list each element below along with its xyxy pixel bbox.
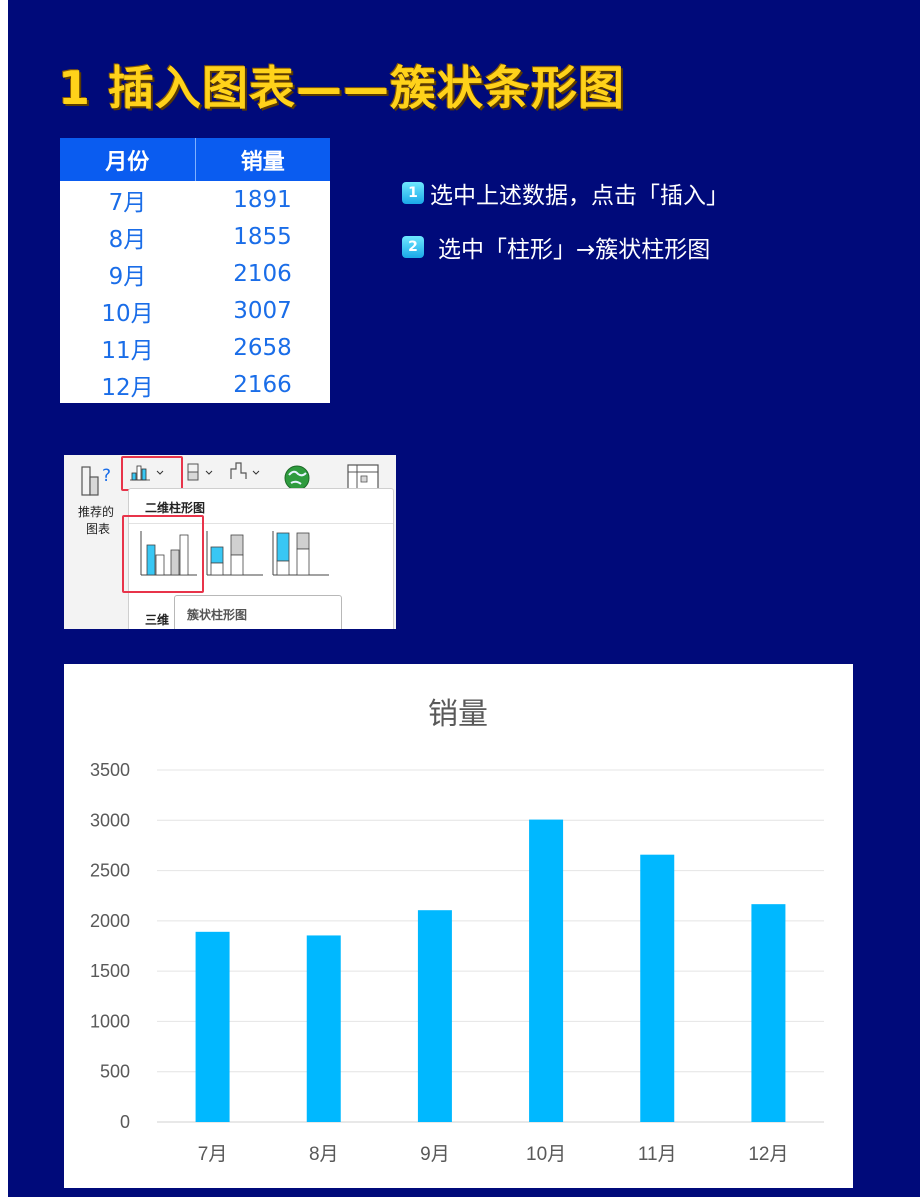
y-tick-label: 2500: [90, 861, 130, 881]
table-row: 10月 3007: [60, 292, 330, 329]
bar-8月: [306, 935, 341, 1122]
cell-month: 8月: [108, 226, 147, 253]
chart-title: 销量: [428, 698, 488, 731]
bar-11月: [640, 854, 675, 1122]
tooltip-text: 簇状柱形图: [187, 608, 248, 622]
column-chart-dropdown-button[interactable]: [128, 461, 172, 483]
cell-sales: 3007: [233, 297, 292, 324]
table-row: 9月 2106: [60, 255, 330, 292]
cell-sales: 2658: [233, 334, 292, 361]
x-tick-label: 8月: [309, 1144, 339, 1165]
step-text: 选中「柱形」→簇状柱形图: [438, 237, 711, 263]
y-tick-label: 0: [120, 1112, 130, 1132]
cell-month: 11月: [101, 337, 154, 364]
table-row: 12月 2166: [60, 366, 330, 403]
y-tick-label: 1000: [90, 1011, 130, 1031]
bar-9月: [417, 910, 452, 1122]
data-table: 月份 销量 7月 1891 8月 1855 9月 2106 10月 3007 1…: [60, 138, 330, 403]
cell-sales: 2166: [233, 371, 292, 398]
sales-chart-card: 销量 0 500 1000 1500 2000 2500 3000 3500 7月 8月 9月 10月 1…: [64, 664, 853, 1188]
clustered-column-tooltip: 簇状柱形图: [174, 595, 342, 629]
recommended-label: 推荐的: [78, 505, 115, 519]
stacked-column-option[interactable]: [201, 525, 265, 581]
recommended-label-2: 图表: [86, 522, 111, 536]
step-2: 2 选中「柱形」→簇状柱形图: [402, 230, 710, 264]
step-number-badge: 1: [402, 182, 424, 204]
y-tick-label: 2000: [90, 911, 130, 931]
percent-stacked-column-option[interactable]: [267, 525, 331, 581]
y-tick-label: 1500: [90, 961, 130, 981]
bar-12月: [751, 904, 786, 1122]
bar-7月: [195, 931, 230, 1122]
left-edge-strip: [0, 0, 8, 1197]
section-2d-column-label: 二维柱形图: [145, 501, 206, 515]
hierarchy-chart-icon[interactable]: [186, 461, 222, 483]
y-tick-label: 500: [100, 1062, 130, 1082]
waterfall-chart-icon[interactable]: [228, 459, 268, 483]
step-1: 1 选中上述数据，点击「插入」: [402, 176, 729, 210]
table-header-row: 月份 销量: [60, 138, 330, 181]
x-tick-label: 12月: [748, 1144, 788, 1165]
step-number-badge: 2: [402, 236, 424, 258]
header-sales: 销量: [195, 138, 330, 181]
y-tick-label: 3500: [90, 760, 130, 780]
x-tick-label: 11月: [638, 1144, 677, 1165]
header-month: 月份: [60, 138, 196, 181]
sales-column-chart: 销量 0 500 1000 1500 2000 2500 3000 3500 7月 8月 9月 10月 1…: [90, 698, 824, 1165]
cell-month: 10月: [101, 300, 154, 327]
column-button-highlight: [121, 456, 183, 491]
cell-sales: 1855: [233, 223, 292, 250]
x-tick-label: 10月: [526, 1144, 566, 1165]
insert-chart-ribbon: ? 推荐的 图表 二维柱形图: [64, 455, 396, 629]
y-tick-label: 3000: [90, 810, 130, 830]
clustered-column-option[interactable]: [135, 525, 199, 581]
cell-month: 9月: [108, 263, 147, 290]
cell-month: 7月: [108, 189, 147, 216]
svg-text:?: ?: [102, 466, 111, 486]
cell-month: 12月: [101, 374, 154, 401]
x-tick-label: 9月: [420, 1144, 450, 1165]
cell-sales: 1891: [233, 186, 292, 213]
table-row: 7月 1891: [60, 181, 330, 218]
clustered-column-highlight: [122, 515, 204, 593]
section-3d-column-label: 三维: [145, 613, 170, 627]
table-row: 11月 2658: [60, 329, 330, 366]
gallery-divider: [129, 523, 393, 524]
table-row: 8月 1855: [60, 218, 330, 255]
step-text: 选中上述数据，点击「插入」: [430, 183, 729, 209]
x-tick-label: 7月: [198, 1144, 228, 1165]
bar-10月: [529, 819, 564, 1122]
cell-sales: 2106: [233, 260, 292, 287]
page-title: 1 插入图表——簇状条形图: [58, 61, 626, 115]
recommended-charts-icon[interactable]: ?: [80, 463, 120, 499]
